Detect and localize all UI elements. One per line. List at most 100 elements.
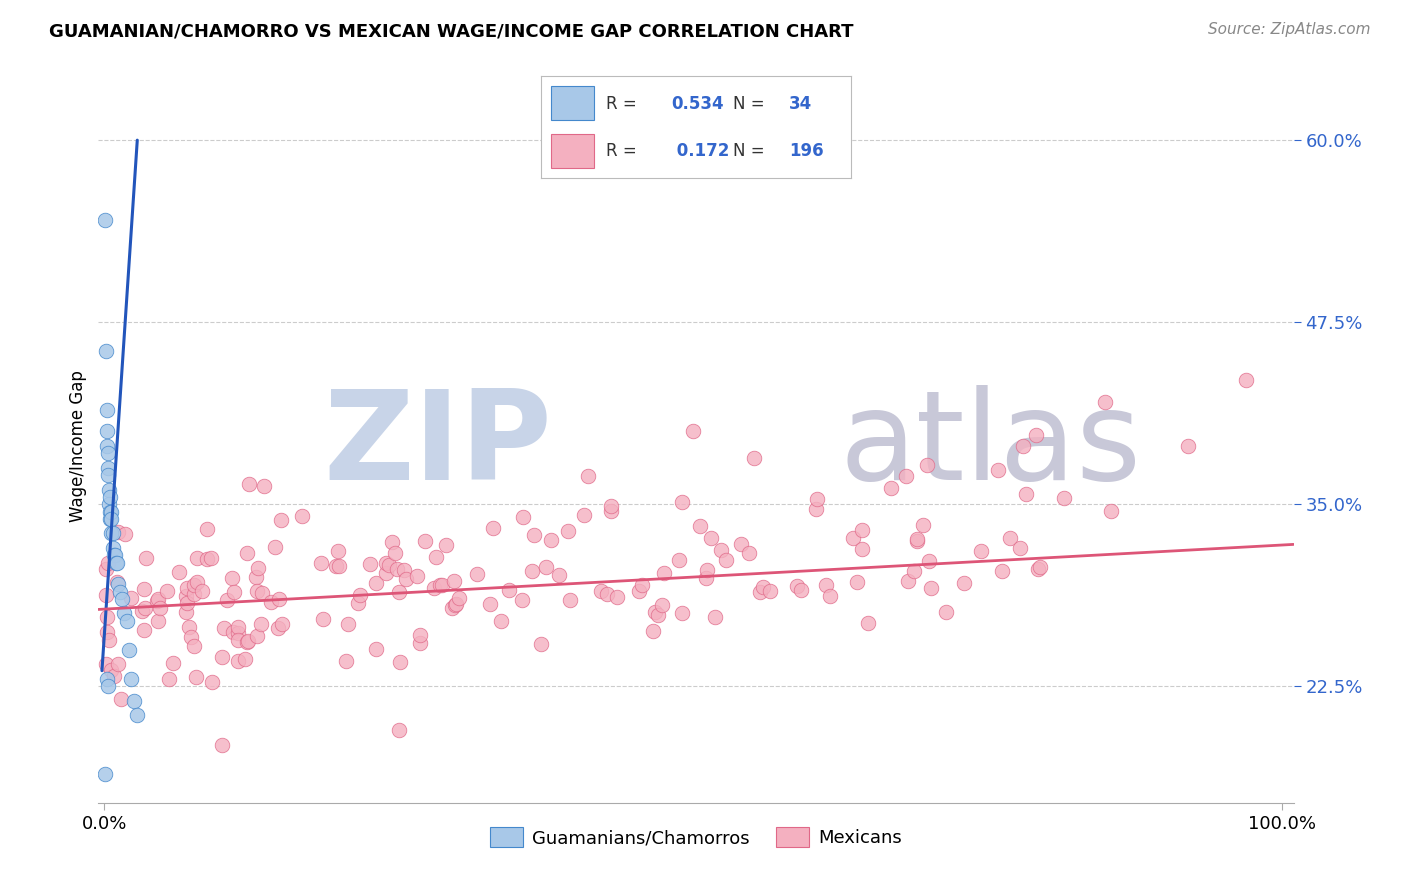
Point — [903, 564, 925, 578]
Point — [96, 425, 118, 439]
Point — [149, 600, 172, 615]
Point — [897, 574, 920, 589]
Point — [260, 595, 283, 609]
Point — [987, 463, 1010, 477]
Point — [224, 585, 246, 599]
Point — [377, 558, 399, 573]
Point — [606, 590, 628, 604]
Point — [107, 524, 129, 539]
Point — [97, 460, 120, 475]
Point — [375, 566, 398, 581]
Point — [120, 591, 142, 606]
Point — [176, 596, 198, 610]
Point — [1010, 541, 1032, 555]
Point — [759, 584, 782, 599]
Point — [246, 629, 269, 643]
Point — [174, 589, 197, 603]
Point — [97, 446, 120, 460]
Point — [432, 578, 454, 592]
Point — [695, 570, 717, 584]
Point — [184, 670, 207, 684]
Point — [103, 548, 125, 562]
Point — [326, 543, 349, 558]
Point — [641, 624, 664, 638]
Point — [336, 617, 359, 632]
Text: ZIP: ZIP — [323, 385, 553, 507]
Point — [107, 577, 129, 591]
Point — [409, 628, 432, 642]
Point — [434, 538, 457, 552]
Text: atlas: atlas — [839, 385, 1142, 507]
Point — [652, 566, 675, 580]
Point — [270, 513, 292, 527]
Point — [704, 609, 727, 624]
Point — [167, 565, 190, 579]
Point — [392, 563, 415, 577]
Text: 0.172: 0.172 — [671, 142, 730, 160]
Point — [97, 468, 120, 483]
Point — [510, 593, 533, 607]
Point — [98, 497, 121, 511]
Point — [183, 578, 205, 592]
Point — [135, 551, 157, 566]
Text: R =: R = — [606, 95, 643, 112]
Point — [443, 574, 465, 588]
Point — [201, 675, 224, 690]
Text: 34: 34 — [789, 95, 813, 112]
Point — [600, 499, 623, 513]
Point — [221, 625, 243, 640]
Point — [917, 554, 939, 568]
Point — [444, 597, 467, 611]
Point — [105, 556, 128, 570]
Point — [100, 526, 122, 541]
Point — [696, 563, 718, 577]
Point — [512, 510, 534, 524]
Point — [103, 669, 125, 683]
Point — [105, 556, 128, 570]
Point — [98, 512, 121, 526]
Point — [134, 601, 156, 615]
Point — [858, 616, 880, 631]
Point — [682, 425, 704, 439]
Point — [814, 578, 837, 592]
Point — [94, 766, 117, 780]
Point — [482, 521, 505, 535]
Point — [631, 578, 654, 592]
Text: N =: N = — [733, 95, 770, 112]
Point — [271, 617, 294, 632]
Point — [1015, 487, 1038, 501]
Point — [221, 571, 243, 585]
Point — [520, 565, 543, 579]
Point — [548, 567, 571, 582]
Point — [176, 582, 198, 596]
Point — [236, 633, 259, 648]
Point — [174, 605, 197, 619]
Point — [226, 655, 249, 669]
Point — [905, 532, 928, 546]
Point — [94, 657, 117, 671]
Point — [498, 582, 520, 597]
Point — [94, 344, 117, 359]
Point — [804, 501, 827, 516]
Point — [211, 650, 233, 665]
Point — [443, 599, 465, 613]
Point — [233, 651, 256, 665]
Point — [179, 620, 201, 634]
Point — [114, 526, 136, 541]
Point — [395, 573, 418, 587]
Point — [894, 469, 917, 483]
Point — [212, 621, 235, 635]
Point — [346, 596, 368, 610]
Point — [156, 584, 179, 599]
Point — [700, 532, 723, 546]
Point — [668, 553, 690, 567]
Point — [385, 562, 408, 576]
Point — [115, 614, 138, 628]
Point — [449, 591, 471, 606]
Point — [560, 593, 582, 607]
Point — [211, 738, 233, 752]
Point — [600, 504, 623, 518]
Point — [96, 439, 118, 453]
Point — [591, 584, 613, 599]
Point — [523, 528, 546, 542]
